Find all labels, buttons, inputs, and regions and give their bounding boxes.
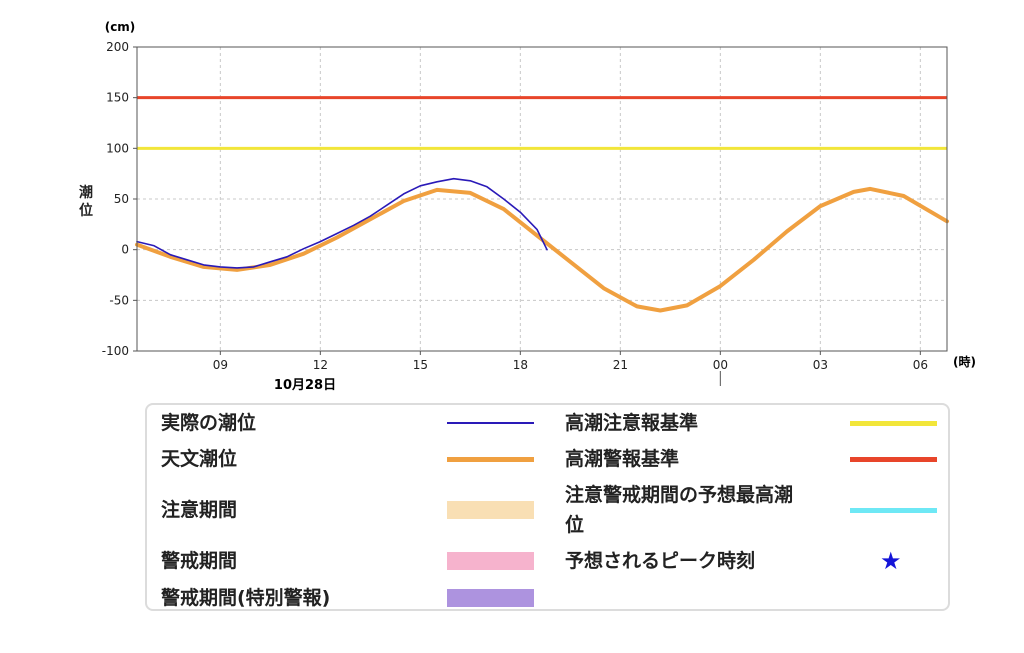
legend-label: 天文潮位 [161, 448, 238, 470]
legend-swatch [850, 456, 937, 462]
legend-label: 高潮注意報基準 [565, 412, 699, 434]
y-tick-label: 100 [106, 141, 129, 155]
x-tick-label: 00 [713, 358, 728, 372]
legend-swatch [447, 422, 534, 424]
legend: 実際の潮位天文潮位注意期間警戒期間警戒期間(特別警報) 高潮注意報基準 高潮警報基準… [145, 403, 950, 611]
legend-swatch [447, 552, 534, 570]
x-tick-label: 15 [413, 358, 428, 372]
legend-label: 注意警戒期間の予想最高潮 [565, 484, 794, 506]
legend-swatch [447, 501, 534, 519]
x-tick-label: 06 [913, 358, 928, 372]
tide-chart: 200 150 100 50 0 -50 -100 09 12 15 18 21 00 03 06 (cm… [79, 20, 976, 393]
x-tick-label: 21 [613, 358, 628, 372]
legend-label: 予想されるピーク時刻 [565, 550, 756, 572]
y-tick-label: 50 [114, 192, 129, 206]
astronomical-tide-line [135, 186, 949, 313]
legend-swatch [447, 589, 534, 607]
legend-label-continued: 位 [565, 514, 585, 536]
y-unit-label: (cm) [105, 20, 136, 34]
x-axis: 09 12 15 18 21 00 03 06 [213, 351, 928, 372]
y-axis-title-char: 位 [79, 202, 93, 219]
x-tick-label: 09 [213, 358, 228, 372]
legend-swatch [447, 456, 534, 462]
legend-label: 実際の潮位 [161, 412, 257, 434]
x-tick-label: 03 [813, 358, 828, 372]
x-unit-label: (時) [953, 354, 976, 369]
x-tick-label: 18 [513, 358, 528, 372]
date-label: 10月28日 [274, 378, 336, 393]
y-tick-label: -100 [102, 344, 129, 358]
legend-label: 警戒期間 [161, 550, 238, 572]
x-tick-label: 12 [313, 358, 328, 372]
y-axis: 200 150 100 50 0 -50 -100 [102, 40, 137, 358]
series-lines [135, 177, 949, 313]
y-axis-title: 潮位 [79, 184, 93, 219]
star-icon: ★ [880, 547, 902, 575]
observed-tide-line [136, 177, 548, 269]
threshold-lines [137, 96, 947, 150]
y-axis-title-char: 潮 [79, 184, 93, 201]
legend-label: 注意期間 [161, 499, 238, 521]
legend-label: 警戒期間(特別警報) [161, 587, 331, 609]
legend-swatch [850, 507, 937, 513]
y-tick-label: 200 [106, 40, 129, 54]
y-tick-label: 150 [106, 91, 129, 105]
y-tick-label: 0 [121, 243, 129, 257]
legend-swatch [850, 420, 937, 426]
grid [137, 47, 947, 351]
y-tick-label: -50 [109, 293, 129, 307]
legend-label: 高潮警報基準 [565, 448, 680, 470]
